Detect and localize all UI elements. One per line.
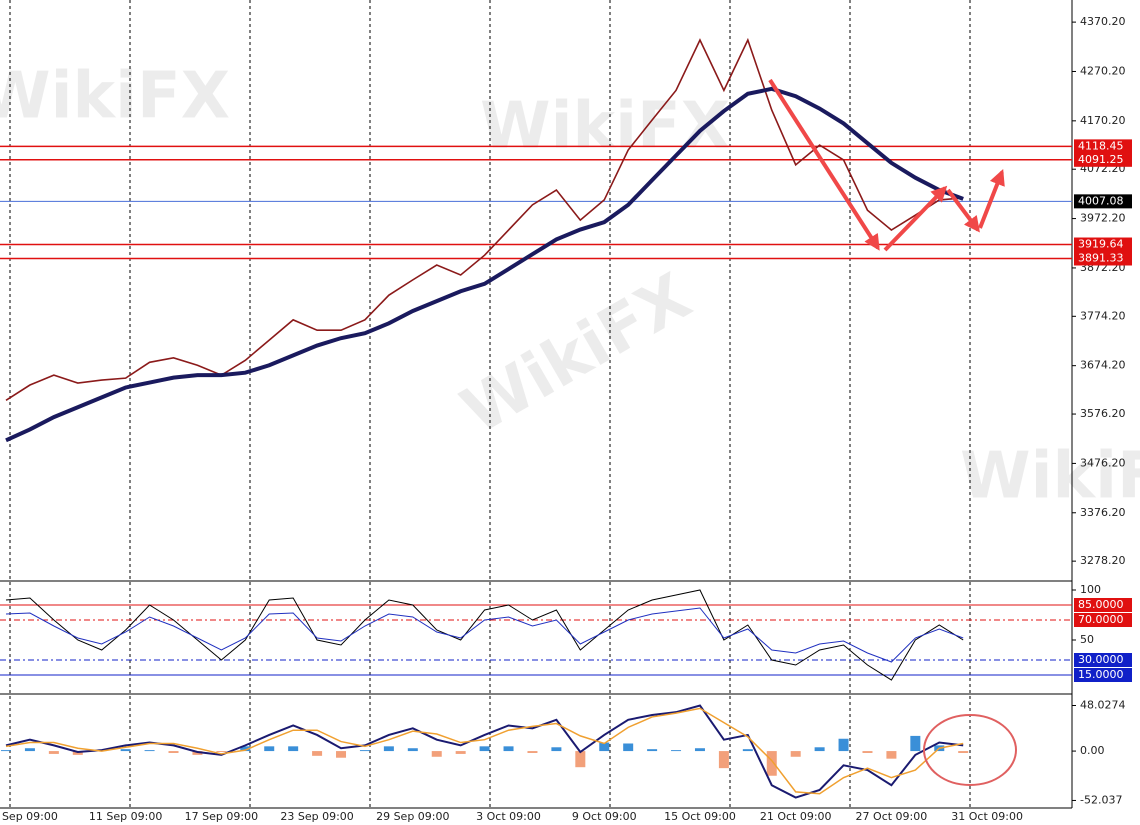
x-tick-label: 17 Sep 09:00 (185, 810, 258, 823)
y-tick-label: 3972.20 (1080, 212, 1126, 225)
level-tag (1074, 139, 1132, 154)
level-label: 4091.25 (1078, 153, 1124, 166)
y-tick-label: 3774.20 (1080, 309, 1126, 322)
histogram-bar (527, 751, 538, 753)
y-tick-label: 4370.20 (1080, 15, 1126, 28)
histogram-bar (910, 735, 921, 752)
x-tick-label: 15 Oct 09:00 (664, 810, 736, 823)
level-label: 30.0000 (1078, 653, 1124, 666)
histogram-bar (742, 749, 753, 752)
level-label: 15.0000 (1078, 668, 1124, 681)
y-tick-label: 4270.20 (1080, 64, 1126, 77)
level-tag (1074, 237, 1132, 252)
level-tag (1074, 251, 1132, 266)
level-label: 3891.33 (1078, 251, 1124, 264)
x-tick-label: 11 Sep 09:00 (89, 810, 162, 823)
histogram-bar (551, 747, 562, 752)
x-tick-label: Sep 09:00 (2, 810, 58, 823)
histogram-bar (216, 751, 227, 753)
histogram-bar (575, 751, 586, 768)
level-label: 3919.64 (1078, 238, 1124, 251)
y-tick-label: 3576.20 (1080, 407, 1126, 420)
x-tick-label: 3 Oct 09:00 (476, 810, 541, 823)
x-tick-label: 9 Oct 09:00 (572, 810, 637, 823)
x-tick-label: 27 Oct 09:00 (856, 810, 928, 823)
series-line (5, 37, 964, 401)
histogram-bar (790, 751, 801, 757)
histogram-bar (455, 751, 466, 754)
histogram-bar (144, 750, 155, 752)
y-tick-label: -52.037 (1080, 793, 1122, 806)
histogram-bar (120, 749, 131, 752)
annotations (768, 78, 1017, 786)
series-line (5, 86, 964, 443)
histogram-bar (671, 750, 682, 752)
histogram-bar (336, 751, 347, 758)
histogram-bar (958, 751, 969, 753)
histogram-bar (886, 751, 897, 759)
histogram-bar (431, 751, 442, 757)
histogram-bar (48, 751, 59, 754)
level-label: 4118.45 (1078, 139, 1124, 152)
level-label: 70.0000 (1078, 613, 1124, 626)
y-tick-label: 50 (1080, 633, 1094, 646)
y-tick-label: 48.0274 (1080, 699, 1126, 712)
histogram-bar (623, 743, 634, 752)
histogram-bar (718, 751, 729, 769)
histogram-bar (407, 748, 418, 752)
level-tag (1074, 668, 1132, 682)
histogram-bar (479, 746, 490, 752)
y-tick-label: 3476.20 (1080, 456, 1126, 469)
x-tick-label: 31 Oct 09:00 (951, 810, 1023, 823)
watermark: WikiFX (480, 90, 730, 164)
y-tick-label: 4170.20 (1080, 114, 1126, 127)
histogram-bar (288, 746, 299, 752)
histogram-bar (647, 749, 658, 752)
histogram-bar (599, 742, 610, 752)
histogram-bar (240, 746, 251, 752)
histogram-bar (862, 751, 873, 753)
level-tag (1074, 613, 1132, 627)
histogram-bar (694, 748, 705, 752)
level-label: 85.0000 (1078, 598, 1124, 611)
y-tick-label: 100 (1080, 583, 1101, 596)
histogram-bar (838, 738, 849, 752)
series-line (5, 704, 964, 799)
histogram-bar (814, 747, 825, 752)
y-tick-label: 3278.20 (1080, 554, 1126, 567)
y-tick-label: 3674.20 (1080, 359, 1126, 372)
y-tick-label: 0.00 (1080, 744, 1105, 757)
series-line (5, 607, 964, 663)
histogram-bar (312, 751, 323, 756)
histogram-bar (503, 746, 514, 752)
watermark: WikiFX (960, 440, 1140, 514)
y-tick-label: 3376.20 (1080, 506, 1126, 519)
watermark: WikiFX (0, 60, 230, 134)
histogram-bar (264, 746, 275, 752)
histogram-bar (1, 750, 11, 752)
x-tick-label: 21 Oct 09:00 (760, 810, 832, 823)
level-label: 4007.08 (1078, 194, 1124, 207)
x-tick-label: 23 Sep 09:00 (280, 810, 353, 823)
x-tick-label: 29 Sep 09:00 (376, 810, 449, 823)
histogram-bar (766, 751, 777, 776)
histogram-bar (24, 748, 35, 752)
level-tag (1074, 194, 1132, 209)
histogram-bar (383, 746, 394, 752)
level-tag (1074, 653, 1132, 667)
level-tag (1074, 152, 1132, 167)
histogram-bar (168, 751, 179, 753)
histogram-bar (359, 750, 370, 752)
series-line (5, 589, 964, 681)
level-tag (1074, 598, 1132, 612)
series-line (5, 707, 964, 795)
